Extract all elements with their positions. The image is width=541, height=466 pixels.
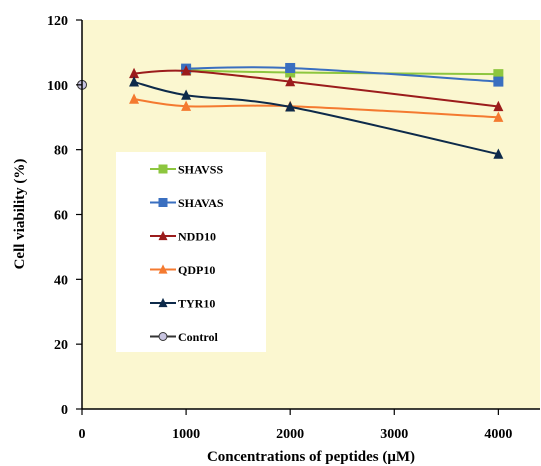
legend-marker: [158, 264, 168, 274]
series-ndd10: [129, 65, 504, 112]
legend-item: TYR10: [150, 297, 215, 311]
legend-label: QDP10: [178, 263, 215, 277]
x-tick-label: 2000: [276, 427, 304, 442]
data-point: [493, 76, 504, 87]
data-point: [181, 100, 192, 111]
series-qdp10: [129, 93, 504, 122]
y-tick-label: 80: [54, 144, 68, 159]
y-tick-label: 120: [47, 14, 68, 29]
legend-marker: [158, 164, 168, 174]
legend-box: [116, 152, 266, 352]
y-axis-title: Cell viability (%): [12, 159, 28, 270]
data-point: [285, 101, 296, 112]
legend: SHAVSS SHAVAS NDD10 QDP10 TYR10 Control: [150, 163, 224, 344]
data-point: [493, 111, 504, 122]
data-point: [129, 76, 140, 87]
x-tick-label: 3000: [380, 427, 408, 442]
legend-marker: [158, 230, 168, 241]
y-tick-label: 100: [47, 79, 68, 94]
data-point: [181, 65, 192, 76]
series-line: [133, 80, 499, 156]
legend-label: TYR10: [178, 297, 215, 311]
y-tick-label: 40: [54, 273, 68, 288]
legend-label: SHAVAS: [178, 196, 224, 210]
legend-marker: [158, 332, 168, 341]
series-line: [186, 66, 499, 83]
series-tyr10: [129, 76, 504, 159]
data-point: [181, 89, 192, 100]
series-line: [186, 69, 499, 76]
legend-label: NDD10: [178, 230, 216, 244]
series-line: [133, 69, 499, 108]
data-point: [493, 69, 504, 80]
legend-marker: [158, 198, 168, 207]
legend-item: QDP10: [150, 263, 215, 277]
y-tick-label: 60: [54, 209, 68, 224]
x-tick-label: 0: [79, 427, 86, 442]
data-point: [285, 75, 296, 87]
data-point: [129, 93, 140, 104]
legend-item: NDD10: [150, 230, 216, 244]
series-line: [133, 98, 499, 119]
y-tick-label: 0: [61, 403, 68, 418]
data-point: [493, 148, 504, 159]
series-layer: [77, 62, 504, 159]
legend-label: Control: [178, 330, 218, 344]
data-point: [493, 100, 504, 112]
legend-item: SHAVSS: [150, 163, 223, 177]
ticks-layer: 0 20 40 60 80 100 120 0 1000 2000 3000 4000: [47, 14, 512, 442]
legend-label: SHAVSS: [178, 163, 223, 177]
x-axis-title: Concentrations of peptides (μM): [207, 449, 415, 465]
data-point: [285, 62, 296, 73]
legend-item: SHAVAS: [150, 196, 224, 210]
y-tick-label: 20: [54, 338, 68, 353]
x-tick-label: 1000: [172, 427, 200, 442]
data-point: [129, 67, 140, 79]
legend-marker: [158, 297, 168, 308]
legend-item: Control: [150, 330, 218, 344]
x-tick-label: 4000: [484, 427, 512, 442]
